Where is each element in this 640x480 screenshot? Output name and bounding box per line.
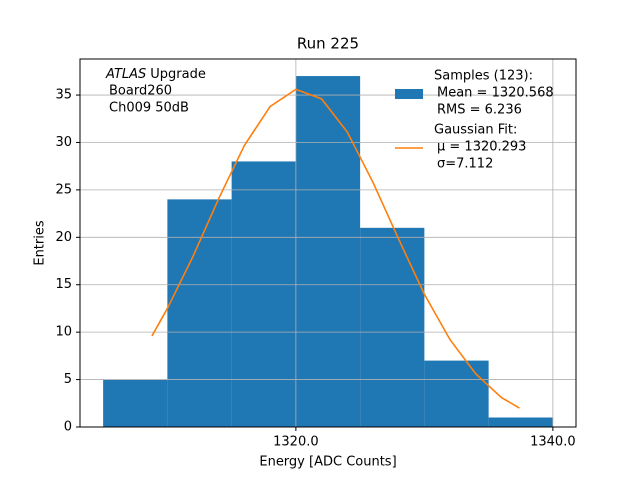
y-tick-label: 35	[55, 88, 72, 103]
y-tick-label: 20	[55, 230, 72, 245]
annotation-line: Ch009 50dB	[109, 101, 189, 116]
bar	[424, 360, 489, 427]
chart-title: Run 225	[297, 35, 359, 53]
annotation-line: Board260	[109, 84, 172, 99]
x-tick-label: 1320.0	[273, 435, 319, 450]
bar	[295, 76, 361, 427]
legend-label: σ=7.112	[437, 157, 493, 172]
y-tick-label: 0	[64, 420, 72, 435]
y-tick-label: 25	[55, 182, 72, 197]
legend-swatch	[395, 89, 423, 99]
annotation: ATLAS Upgrade	[105, 67, 206, 82]
x-tick-label: 1340.0	[530, 435, 576, 450]
fit-line	[151, 88, 520, 409]
bar	[231, 161, 296, 427]
annotation-italic: ATLAS	[105, 67, 146, 82]
legend-label: RMS = 6.236	[437, 103, 522, 118]
legend-label: Samples (123):	[434, 69, 533, 84]
legend-label: μ = 1320.293	[437, 140, 526, 155]
legend-label: Gaussian Fit:	[434, 123, 517, 138]
bar	[103, 379, 168, 427]
x-axis-label: Energy [ADC Counts]	[259, 455, 396, 470]
annotation-text: Upgrade	[150, 67, 206, 82]
legend-label: Mean = 1320.568	[437, 86, 554, 101]
bar	[360, 227, 425, 427]
plot-frame	[79, 58, 577, 428]
y-tick-label: 15	[55, 277, 72, 292]
bar	[488, 417, 553, 427]
y-tick-label: 10	[55, 325, 72, 340]
y-tick-label: 5	[64, 372, 72, 387]
y-tick-label: 30	[55, 135, 72, 150]
y-axis-label: Entries	[33, 220, 48, 266]
bar	[167, 199, 232, 427]
